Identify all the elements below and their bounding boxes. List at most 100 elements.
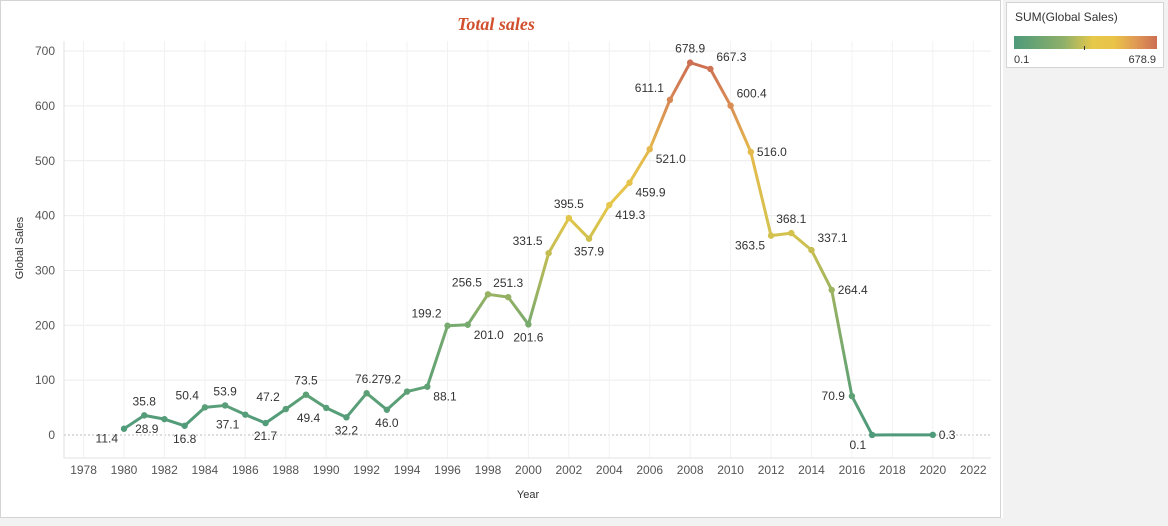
y-tick-label: 700 [35, 44, 55, 58]
data-point[interactable] [201, 404, 209, 411]
x-tick-label: 2020 [919, 463, 946, 477]
y-tick-label: 600 [35, 99, 55, 113]
data-point[interactable] [444, 322, 451, 329]
data-label: 331.5 [513, 234, 543, 248]
data-point[interactable] [262, 419, 269, 427]
data-point[interactable] [646, 146, 653, 153]
data-point[interactable] [767, 232, 775, 239]
y-tick-label: 300 [35, 263, 55, 277]
data-point[interactable] [323, 404, 330, 412]
data-point[interactable] [727, 102, 734, 109]
x-tick-label: 1994 [394, 463, 421, 477]
line-segment [122, 413, 146, 431]
line-segment [607, 181, 631, 207]
data-point[interactable] [808, 246, 815, 254]
data-point[interactable] [788, 229, 795, 237]
data-label: 251.3 [493, 276, 523, 290]
data-label: 256.5 [452, 275, 482, 289]
data-point[interactable] [585, 235, 593, 242]
data-point[interactable] [282, 405, 289, 413]
data-label: 37.1 [216, 418, 240, 432]
line-segment [789, 231, 813, 252]
data-point[interactable] [302, 391, 310, 398]
data-label: 357.9 [574, 245, 604, 259]
data-point[interactable] [141, 412, 148, 419]
data-point[interactable] [181, 422, 188, 429]
data-label: 0.1 [849, 438, 866, 452]
data-point[interactable] [545, 249, 552, 257]
data-point[interactable] [383, 406, 391, 413]
data-label: 47.2 [256, 390, 280, 404]
x-tick-label: 2006 [636, 463, 663, 477]
data-point[interactable] [403, 388, 411, 395]
x-tick-label: 1982 [151, 463, 178, 477]
data-label: 70.9 [822, 389, 846, 403]
data-label: 201.6 [513, 330, 543, 344]
data-point[interactable] [363, 390, 370, 397]
legend-max-label: 678.9 [1128, 54, 1156, 66]
bottom-bar [0, 518, 1003, 526]
line-segment [243, 413, 268, 425]
data-label: 395.5 [554, 197, 584, 211]
y-tick-label: 500 [35, 154, 55, 168]
data-point[interactable] [242, 411, 249, 418]
data-point[interactable] [464, 321, 471, 328]
data-label: 73.5 [294, 374, 318, 388]
data-point[interactable] [504, 293, 512, 301]
line-segment [183, 405, 207, 428]
data-label: 199.2 [411, 307, 441, 321]
data-point[interactable] [424, 383, 431, 390]
data-label: 521.0 [656, 152, 686, 166]
data-point[interactable] [929, 431, 936, 439]
data-label: 35.8 [133, 394, 157, 408]
data-point[interactable] [686, 59, 694, 66]
data-label: 79.2 [378, 373, 402, 387]
line-segment [385, 390, 409, 412]
x-tick-label: 1990 [313, 463, 340, 477]
line-chart: Total sales Global Sales Year 0 100 200 300… [14, 14, 991, 501]
data-point[interactable] [868, 431, 876, 439]
data-point[interactable] [606, 201, 613, 209]
data-label: 21.7 [254, 429, 278, 443]
x-tick-label: 1988 [272, 463, 299, 477]
data-point[interactable] [747, 148, 755, 156]
x-tick-label: 2002 [555, 463, 582, 477]
line-segment [142, 413, 166, 421]
x-tick-label: 1996 [434, 463, 461, 477]
data-label: 667.3 [716, 50, 746, 64]
data-labels: 11.4 35.8 28.9 16.8 50.4 53.9 37.1 21.7 47.2 73.5… [96, 42, 956, 452]
x-axis-label: Year [517, 489, 540, 501]
x-tick-label: 2016 [839, 463, 866, 477]
color-legend[interactable]: SUM(Global Sales) 0.1 678.9 [1006, 2, 1164, 68]
line-segment [749, 150, 773, 238]
data-label: 0.3 [939, 428, 956, 442]
line-segment [264, 407, 288, 425]
line-segment [648, 98, 672, 151]
data-point[interactable] [525, 321, 532, 328]
data-point[interactable] [828, 286, 835, 294]
data-point[interactable] [707, 65, 714, 73]
data-point[interactable] [666, 96, 674, 104]
data-point[interactable] [565, 214, 573, 222]
y-tick-label: 0 [48, 428, 55, 442]
line-segment [324, 406, 348, 419]
x-tick-label: 2022 [960, 463, 987, 477]
x-tick-label: 1998 [475, 463, 502, 477]
data-label: 611.1 [635, 81, 664, 95]
line-segment [850, 394, 874, 437]
data-point[interactable] [484, 291, 492, 298]
line-segment [162, 417, 187, 428]
data-point[interactable] [343, 414, 350, 421]
line-segment [425, 324, 450, 389]
x-tick-label: 2018 [879, 463, 906, 477]
data-point[interactable] [120, 425, 128, 432]
data-point[interactable] [161, 415, 168, 423]
x-tick-label: 1984 [192, 463, 219, 477]
x-tick-label: 1980 [111, 463, 138, 477]
data-point[interactable] [221, 402, 229, 409]
line-segment [466, 292, 490, 327]
line-segment [344, 391, 369, 419]
data-point[interactable] [626, 179, 633, 186]
line-segment [708, 67, 733, 108]
data-point[interactable] [848, 392, 856, 400]
